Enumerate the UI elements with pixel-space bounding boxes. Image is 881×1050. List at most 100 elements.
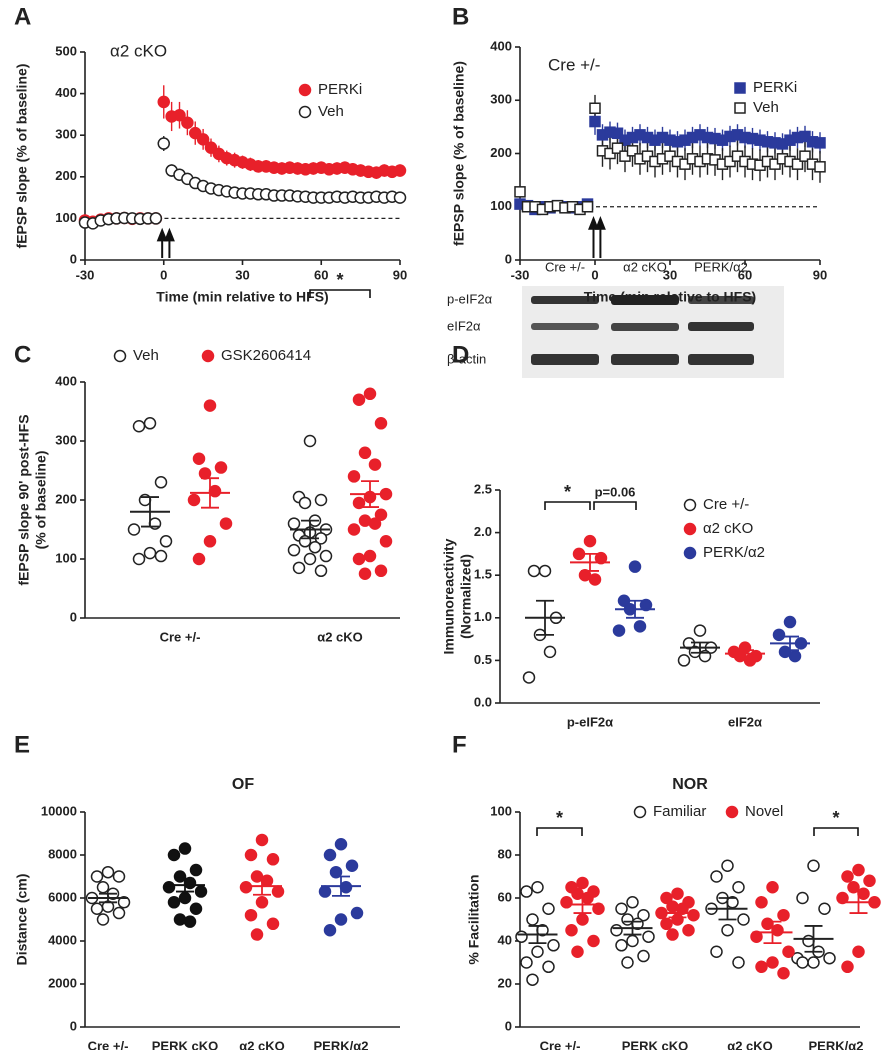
- data-point: [807, 956, 820, 969]
- data-point: [157, 95, 170, 109]
- y-axis-label: fEPSP slope (% of baseline): [14, 64, 30, 249]
- data-point: [621, 956, 634, 969]
- data-point: [615, 939, 628, 952]
- data-point: [167, 896, 181, 909]
- data-point: [112, 906, 126, 920]
- data-point: [583, 534, 597, 548]
- significance-bracket: [536, 827, 583, 836]
- data-point: [374, 508, 388, 521]
- data-point: [732, 956, 745, 969]
- data-point: [796, 891, 809, 905]
- data-point: [203, 535, 217, 548]
- data-point: [571, 945, 584, 958]
- data-point: [323, 848, 337, 862]
- blot-column-label: α2 cKO: [623, 259, 667, 274]
- data-point: [352, 552, 366, 566]
- data-point: [594, 551, 608, 565]
- x-tick-label: PERK/α2: [314, 1038, 369, 1050]
- legend-marker: [725, 805, 739, 819]
- data-point: [374, 564, 388, 578]
- legend-label: PERKi: [753, 79, 797, 96]
- data-point: [143, 546, 157, 560]
- data-point: [117, 896, 131, 909]
- legend-marker: [633, 805, 647, 819]
- data-point: [581, 891, 594, 905]
- legend-label: Veh: [753, 99, 779, 116]
- data-point: [611, 127, 624, 140]
- data-point: [587, 934, 600, 948]
- x-tick-label: Cre +/-: [540, 1038, 581, 1050]
- y-tick-label: 6000: [48, 889, 77, 904]
- y-tick-label: 200: [490, 145, 512, 160]
- data-point: [847, 881, 860, 894]
- y-tick-label: 400: [490, 38, 512, 53]
- legend-marker: [683, 498, 697, 512]
- y-tick-label: 500: [55, 43, 77, 58]
- data-point: [132, 420, 146, 433]
- data-point: [208, 484, 222, 498]
- panel-letter: C: [14, 341, 31, 368]
- data-point: [173, 913, 187, 926]
- data-point: [863, 874, 876, 888]
- data-point: [393, 191, 407, 204]
- x-tick-label: PERK cKO: [622, 1038, 688, 1050]
- data-point: [96, 913, 110, 926]
- x-tick-label: -30: [511, 267, 530, 282]
- x-tick-label: 60: [738, 267, 752, 282]
- sem-bar: [581, 553, 599, 572]
- panel-letter: E: [14, 731, 30, 758]
- y-tick-label: 20: [498, 975, 512, 990]
- data-point: [159, 535, 173, 548]
- data-point: [611, 142, 624, 154]
- blot-row-label: eIF2α: [447, 318, 481, 333]
- annotation: *: [336, 270, 343, 290]
- sem-bar: [736, 649, 754, 658]
- data-point: [393, 164, 407, 177]
- data-point: [183, 915, 197, 928]
- blot-band: [688, 322, 754, 331]
- blot-band: [611, 295, 679, 305]
- annotation: *: [564, 482, 571, 502]
- data-point: [154, 476, 168, 489]
- data-point: [347, 470, 361, 483]
- data-point: [576, 876, 589, 890]
- data-point: [308, 540, 322, 554]
- data-point: [777, 908, 790, 922]
- data-point: [522, 671, 536, 684]
- legend-marker: [298, 105, 312, 119]
- data-point: [796, 956, 809, 969]
- data-point: [515, 930, 528, 943]
- y-tick-label: 0: [70, 609, 77, 624]
- y-tick-label: 200: [55, 168, 77, 183]
- x-tick-label: 30: [663, 267, 677, 282]
- data-point: [329, 865, 343, 879]
- y-tick-label: 0: [70, 251, 77, 266]
- data-point: [783, 615, 797, 629]
- data-point: [666, 928, 679, 941]
- y-tick-label: 60: [498, 889, 512, 904]
- x-tick-label: α2 cKO: [317, 629, 363, 644]
- data-point: [239, 881, 253, 894]
- legend-label: Familiar: [653, 803, 706, 820]
- blot-column-label: Cre +/-: [545, 259, 585, 274]
- annotation: *: [556, 808, 563, 828]
- y-axis-label: Immunoreactivity: [441, 538, 457, 654]
- x-axis-label: Time (min relative to HFS): [156, 289, 328, 305]
- data-point: [836, 891, 849, 905]
- data-point: [255, 833, 269, 847]
- data-point: [802, 934, 815, 948]
- data-point: [520, 956, 533, 969]
- data-point: [693, 624, 707, 637]
- data-point: [542, 960, 555, 974]
- data-point: [345, 859, 359, 872]
- data-point: [615, 902, 628, 915]
- blot-band: [688, 296, 754, 304]
- legend-marker: [298, 83, 312, 97]
- sem-bar: [804, 925, 823, 953]
- data-point: [287, 543, 301, 557]
- data-point: [737, 913, 750, 926]
- blot-row-label: β-actin: [447, 351, 486, 366]
- stimulus-arrow: [156, 227, 168, 258]
- data-point: [531, 881, 544, 894]
